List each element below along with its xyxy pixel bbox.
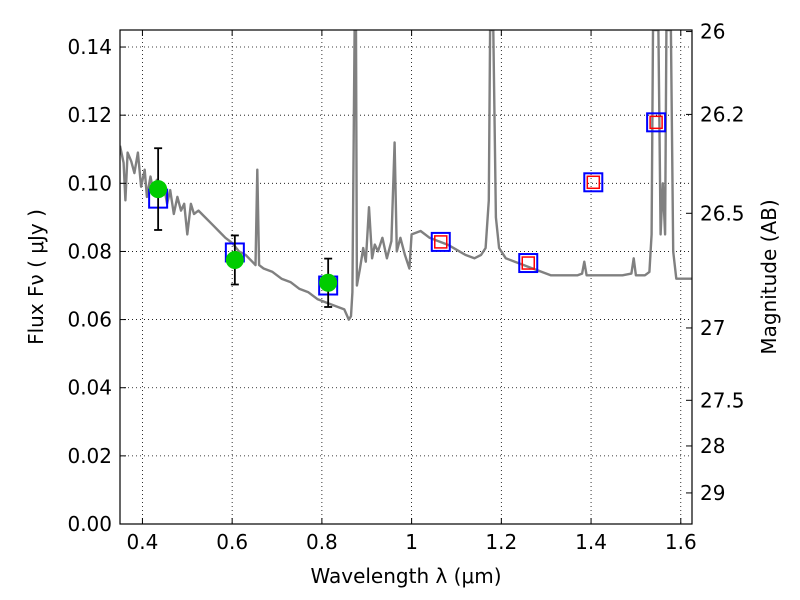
- observed-point: [149, 180, 168, 199]
- right-axis-title: Magnitude (AB): [757, 199, 781, 354]
- x-tick-label: 1.4: [575, 530, 607, 554]
- x-tick-label: 1: [405, 530, 418, 554]
- y-tick-label: 0.10: [67, 171, 112, 195]
- x-tick-label: 0.6: [216, 530, 248, 554]
- x-axis-title: Wavelength λ (μm): [310, 564, 501, 588]
- y-axis-title: Flux Fν ( μJy ): [24, 209, 48, 345]
- y-tick-label: 0.00: [67, 512, 112, 536]
- x-tick-label: 0.8: [306, 530, 338, 554]
- x-tick-label: 0.4: [127, 530, 159, 554]
- right-tick-label: 26.5: [700, 201, 745, 225]
- spectrum-line: [120, 30, 692, 321]
- right-tick-label: 29: [700, 481, 725, 505]
- model-band-inner-square: [434, 235, 448, 249]
- right-tick-label: 26.2: [700, 102, 745, 126]
- x-tick-label: 1.2: [485, 530, 517, 554]
- plot-frame: [119, 29, 693, 525]
- observed-points: [149, 147, 338, 308]
- ticks: [120, 30, 692, 525]
- model-band-square: [430, 231, 451, 252]
- y-tick-label: 0.08: [67, 239, 112, 263]
- model-band-square: [646, 112, 667, 133]
- model-band-inner-square: [521, 256, 536, 270]
- right-tick-label: 27: [700, 316, 725, 340]
- y-tick-label: 0.14: [67, 35, 112, 59]
- x-tick-label: 1.6: [665, 530, 697, 554]
- right-tick-label: 28: [700, 434, 725, 458]
- spectrum-layer: [120, 30, 692, 321]
- right-tick-label: 27.5: [700, 388, 745, 412]
- y-tick-label: 0.02: [67, 444, 112, 468]
- observed-point: [319, 273, 338, 292]
- model-bands: [148, 112, 667, 296]
- right-tick-label: 26: [700, 20, 725, 44]
- tick-labels: 0.4 0.6 0.8 1 1.2 1.4 1.6 0.00 0.02 0.04 0.06 0.08 0…: [67, 20, 744, 554]
- observed-point: [225, 250, 244, 269]
- model-band-square: [518, 253, 539, 274]
- model-band-inner-square: [586, 175, 601, 190]
- y-tick-label: 0.04: [67, 376, 112, 400]
- model-band-square: [583, 172, 604, 193]
- model-band-inner-square: [649, 115, 663, 130]
- y-tick-label: 0.12: [67, 103, 112, 127]
- y-tick-label: 0.06: [67, 308, 112, 332]
- plot-background: [120, 30, 692, 524]
